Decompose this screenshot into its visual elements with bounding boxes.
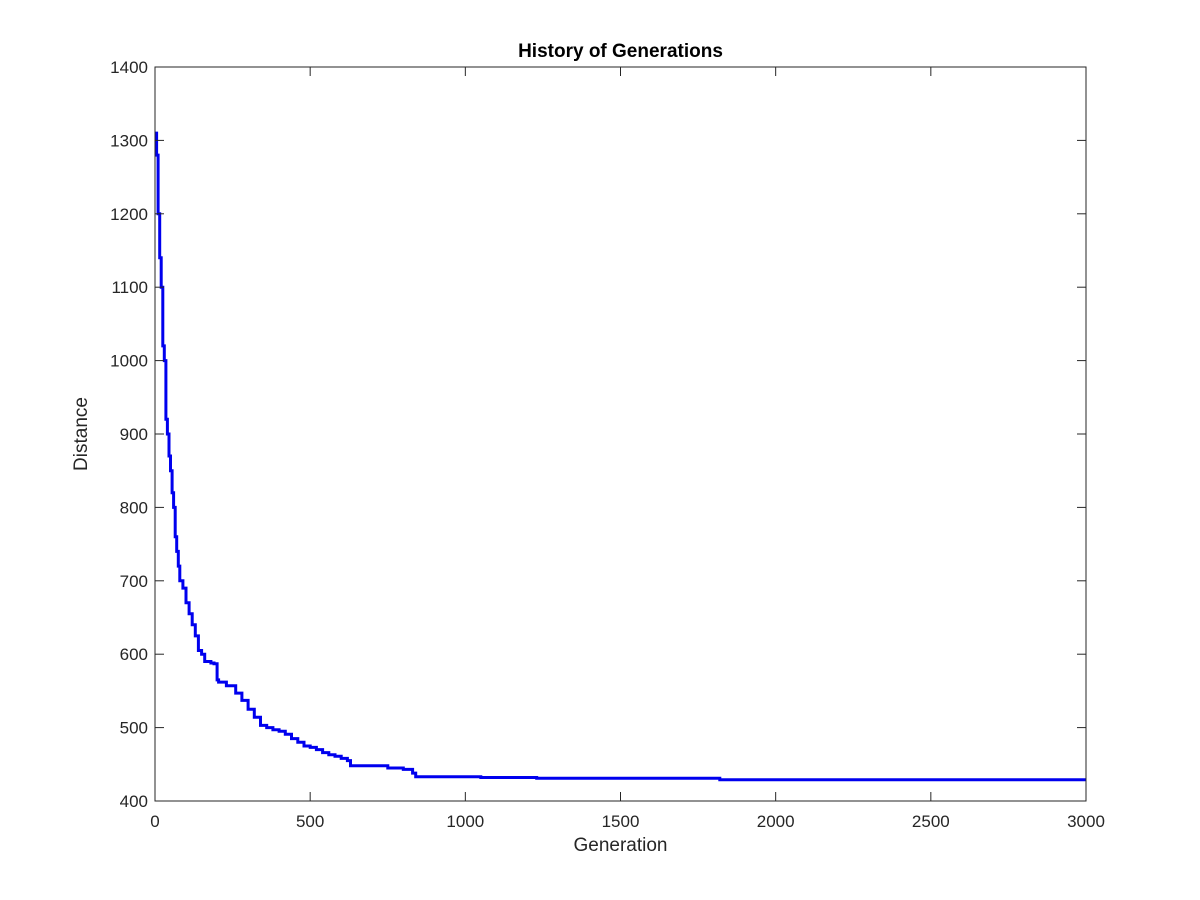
y-tick-label: 1300: [110, 131, 148, 150]
x-tick-label: 2000: [757, 812, 795, 831]
y-tick-label: 1200: [110, 205, 148, 224]
x-tick-label: 1500: [602, 812, 640, 831]
x-axis-label: Generation: [573, 835, 667, 856]
y-tick-label: 1000: [110, 352, 148, 371]
x-tick-label: 1000: [446, 812, 484, 831]
x-tick-label: 500: [296, 812, 324, 831]
y-tick-label: 1400: [110, 58, 148, 77]
x-tick-label: 0: [150, 812, 159, 831]
y-tick-label: 1100: [111, 278, 148, 297]
y-tick-label: 700: [120, 572, 148, 591]
x-tick-label: 3000: [1067, 812, 1105, 831]
y-tick-label: 500: [120, 719, 148, 738]
y-tick-label: 800: [120, 498, 148, 517]
y-axis-label: Distance: [71, 397, 92, 471]
y-tick-label: 900: [120, 425, 148, 444]
y-tick-label: 600: [120, 645, 148, 664]
x-tick-label: 2500: [912, 812, 950, 831]
chart-title: History of Generations: [518, 41, 723, 62]
y-tick-label: 400: [120, 792, 148, 811]
